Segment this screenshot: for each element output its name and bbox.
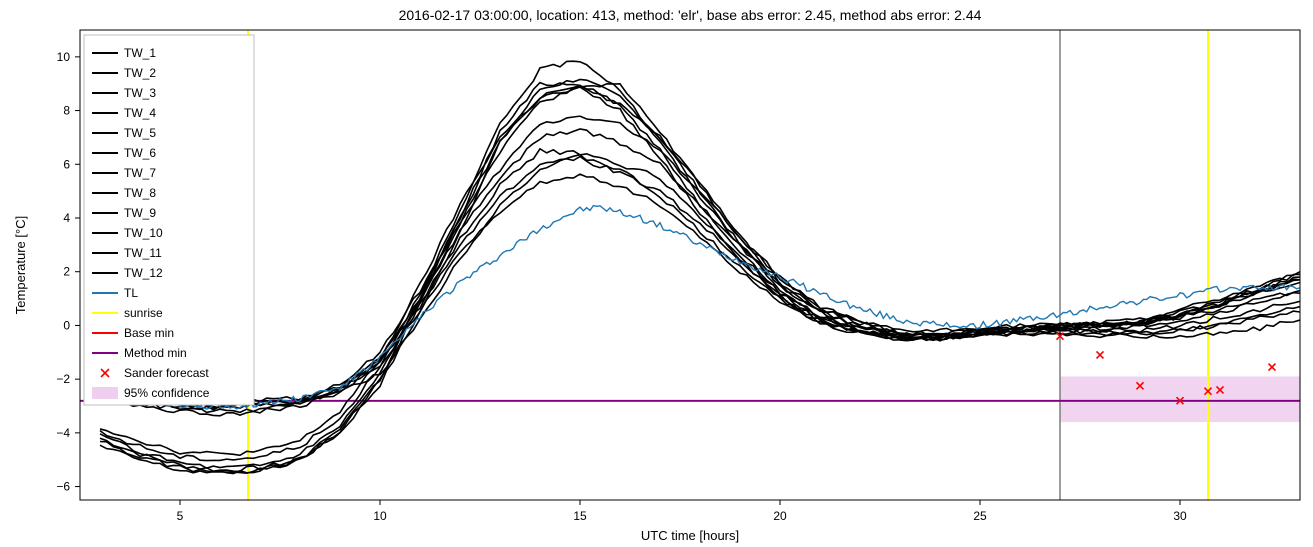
legend-label: TW_8 bbox=[124, 186, 156, 200]
x-tick-label: 20 bbox=[773, 509, 787, 523]
legend-label: TW_12 bbox=[124, 266, 163, 280]
confidence-band bbox=[1060, 376, 1300, 422]
y-tick-label: 0 bbox=[63, 318, 70, 332]
temperature-chart: 5 10 15 20 25 30 −6 −4 −2 0 2 4 6 8 10 UTC time [hours]… bbox=[0, 0, 1313, 547]
legend-label: TW_7 bbox=[124, 166, 156, 180]
legend-label: sunrise bbox=[124, 306, 163, 320]
legend-label: TW_1 bbox=[124, 46, 156, 60]
legend-label: TW_5 bbox=[124, 126, 156, 140]
chart-title: 2016-02-17 03:00:00, location: 413, meth… bbox=[399, 7, 982, 23]
legend-swatch bbox=[92, 387, 118, 399]
legend-label: TW_4 bbox=[124, 106, 156, 120]
y-tick-label: −6 bbox=[56, 480, 70, 494]
x-tick-label: 5 bbox=[177, 509, 184, 523]
x-tick-label: 10 bbox=[373, 509, 387, 523]
x-axis-label: UTC time [hours] bbox=[641, 528, 739, 543]
y-tick-label: −2 bbox=[56, 372, 70, 386]
legend-label: TL bbox=[124, 286, 138, 300]
y-tick-label: 8 bbox=[63, 104, 70, 118]
x-tick-label: 15 bbox=[573, 509, 587, 523]
y-tick-label: 4 bbox=[63, 211, 70, 225]
y-axis-label: Temperature [°C] bbox=[13, 216, 28, 314]
x-tick-label: 25 bbox=[973, 509, 987, 523]
y-tick-label: 6 bbox=[63, 157, 70, 171]
x-tick-label: 30 bbox=[1173, 509, 1187, 523]
legend-label: TW_6 bbox=[124, 146, 156, 160]
legend-label: TW_2 bbox=[124, 66, 156, 80]
legend-label: Method min bbox=[124, 346, 187, 360]
legend-label: TW_10 bbox=[124, 226, 163, 240]
legend-label: 95% confidence bbox=[124, 386, 210, 400]
legend-label: TW_9 bbox=[124, 206, 156, 220]
legend-label: Sander forecast bbox=[124, 366, 209, 380]
y-tick-label: −4 bbox=[56, 426, 70, 440]
y-tick-label: 10 bbox=[57, 50, 71, 64]
legend-label: TW_11 bbox=[124, 246, 162, 260]
y-tick-label: 2 bbox=[63, 265, 70, 279]
legend-label: Base min bbox=[124, 326, 174, 340]
legend-label: TW_3 bbox=[124, 86, 156, 100]
